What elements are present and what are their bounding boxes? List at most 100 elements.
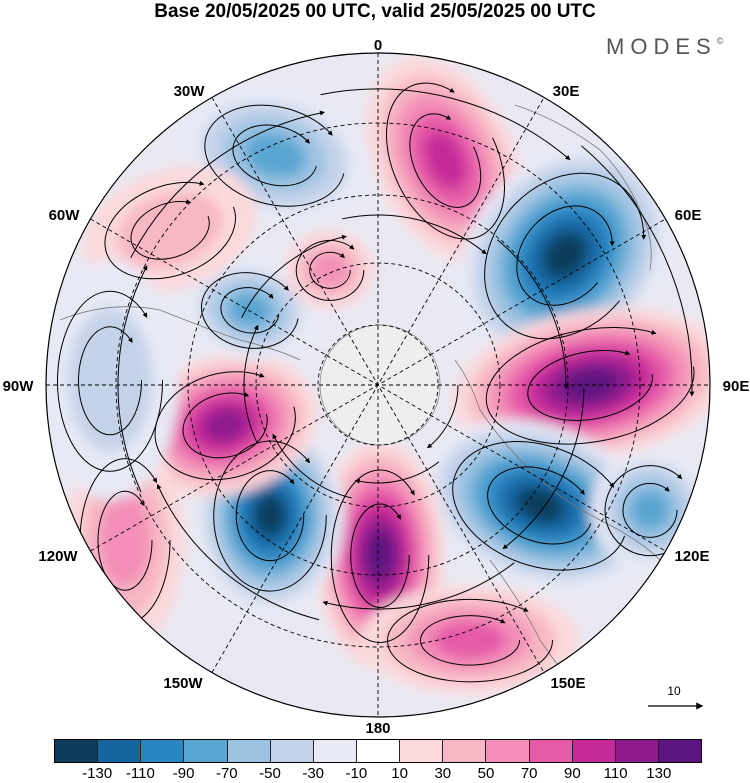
lon-label-60w: 60W <box>49 207 81 224</box>
anomaly-contour <box>243 132 307 178</box>
colorbar-tick-label: -70 <box>215 765 238 782</box>
colorbar <box>54 739 702 763</box>
lon-label-120e: 120E <box>674 548 709 565</box>
anomaly-contour <box>310 252 350 288</box>
colorbar-tick-label: 130 <box>646 765 672 782</box>
colorbar-cell <box>313 740 357 762</box>
streamline <box>104 180 236 280</box>
colorbar-tick-label: 10 <box>391 765 408 782</box>
streamline <box>220 287 280 334</box>
colorbar-cell <box>184 740 228 762</box>
streamline <box>182 392 268 459</box>
streamline <box>622 482 678 538</box>
colorbar-cell <box>658 740 702 762</box>
streamline <box>409 113 482 208</box>
streamlines <box>57 82 696 683</box>
streamline <box>527 350 653 421</box>
streamline <box>272 433 352 499</box>
colorbar-cell <box>400 740 444 762</box>
anomaly-contour <box>99 492 151 588</box>
colorbar-cell <box>615 740 659 762</box>
latitude-circle <box>255 262 501 508</box>
colorbar-cell <box>529 740 573 762</box>
colorbar-cell <box>356 740 401 762</box>
lon-label-90w: 90W <box>3 378 35 395</box>
colorbar-cell <box>227 740 271 762</box>
lon-label-150w: 150W <box>163 675 203 692</box>
streamline <box>130 199 210 260</box>
streamline <box>97 490 153 591</box>
streamline <box>235 470 305 562</box>
colorbar-cell <box>486 740 530 762</box>
colorbar-tick-label: -30 <box>302 765 325 782</box>
streamline <box>213 440 327 592</box>
lon-label-120w: 120W <box>38 548 78 565</box>
streamline <box>497 239 569 390</box>
streamline <box>350 503 410 608</box>
antarctica <box>319 324 441 446</box>
colorbar-tick-label: -90 <box>172 765 195 782</box>
streamline <box>516 205 615 306</box>
streamline <box>241 234 347 318</box>
anomaly-contour <box>255 495 285 535</box>
colorbar-tick-label: 50 <box>477 765 495 782</box>
anomaly-contour <box>562 369 618 401</box>
streamline <box>78 326 143 436</box>
lon-label-30w: 30W <box>174 83 206 100</box>
anomaly-contour <box>228 293 272 327</box>
anomaly-contour <box>433 621 507 659</box>
streamline <box>426 384 459 449</box>
reference-vector-label: 10 <box>667 684 681 698</box>
brand-name: MODES <box>606 34 717 59</box>
map-disc <box>46 53 710 717</box>
lon-label-30e: 30E <box>553 83 580 100</box>
streamline <box>452 441 626 571</box>
streamline <box>342 214 487 255</box>
colorbar-cell <box>572 740 616 762</box>
map-border <box>45 52 711 718</box>
streamline <box>200 272 299 349</box>
colorbar-tick-label: 30 <box>434 765 452 782</box>
colorbar-tick-label: -10 <box>345 765 368 782</box>
colorbar-ticks: -130 -110 -90 -70 -50 -30 -10 10 30 50 70 90 110 130 <box>54 765 702 783</box>
streamline <box>243 324 259 443</box>
anomaly-contour <box>543 232 587 278</box>
reference-vector: 10 <box>648 684 704 710</box>
brand-logo: MODES© <box>606 34 723 60</box>
streamline <box>57 290 164 472</box>
streamline <box>502 388 585 550</box>
anomaly-contour <box>68 308 152 452</box>
streamline <box>386 82 505 240</box>
anomaly-contour <box>367 532 393 578</box>
map-title: Base 20/05/2025 00 UTC, valid 25/05/2025… <box>154 1 596 22</box>
streamline <box>154 371 296 481</box>
anomaly-contour <box>423 131 467 189</box>
streamline <box>322 562 515 610</box>
colorbar-tick-label: 90 <box>564 765 581 782</box>
streamline <box>295 240 365 301</box>
lon-label-180: 180 <box>365 720 390 735</box>
lon-label-60e: 60E <box>675 207 702 224</box>
streamline <box>204 104 345 207</box>
streamline <box>156 483 320 621</box>
colorbar-cell <box>141 740 185 762</box>
streamline <box>309 251 351 289</box>
streamline <box>354 461 440 484</box>
latitude-circle <box>115 122 641 648</box>
streamline <box>330 469 430 643</box>
colorbar-tick-label: -50 <box>259 765 281 782</box>
streamline <box>485 326 695 445</box>
anomaly-field <box>46 56 710 695</box>
colorbar-cell <box>443 740 487 762</box>
colorbar-tick-label: 70 <box>520 765 538 782</box>
anomaly-contour <box>203 408 247 442</box>
colorbar-tick-label: -130 <box>82 765 113 782</box>
meridian-line <box>211 97 545 673</box>
lon-label-0: 0 <box>374 37 382 54</box>
streamline <box>581 145 695 397</box>
streamline <box>484 172 647 340</box>
colorbar-cell <box>55 740 99 762</box>
lon-label-90e: 90E <box>723 378 750 395</box>
anomaly-contour <box>117 191 223 269</box>
colorbar-tick-label: 110 <box>603 765 628 782</box>
